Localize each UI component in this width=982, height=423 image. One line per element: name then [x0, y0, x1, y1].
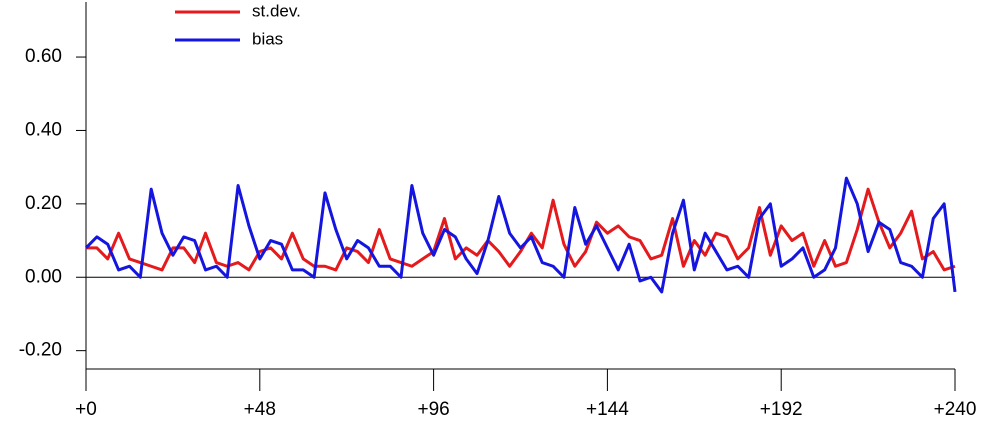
y-tick-label: 0.20 [25, 193, 62, 214]
x-tick-label: +0 [75, 399, 97, 420]
x-tick-label: +240 [934, 399, 977, 420]
x-tick-label: +96 [417, 399, 449, 420]
legend-label: bias [252, 29, 283, 48]
x-tick-label: +192 [760, 399, 803, 420]
series-line [86, 187, 956, 272]
y-tick-label: 0.60 [25, 46, 62, 67]
y-tick-label: -0.20 [19, 340, 62, 361]
y-tick-label: 0.00 [25, 266, 62, 287]
x-tick-label: +144 [586, 399, 629, 420]
legend-label: st.dev. [252, 1, 301, 20]
y-tick-label: 0.40 [25, 119, 62, 140]
x-tick-label: +48 [244, 399, 276, 420]
series-line [84, 176, 957, 294]
